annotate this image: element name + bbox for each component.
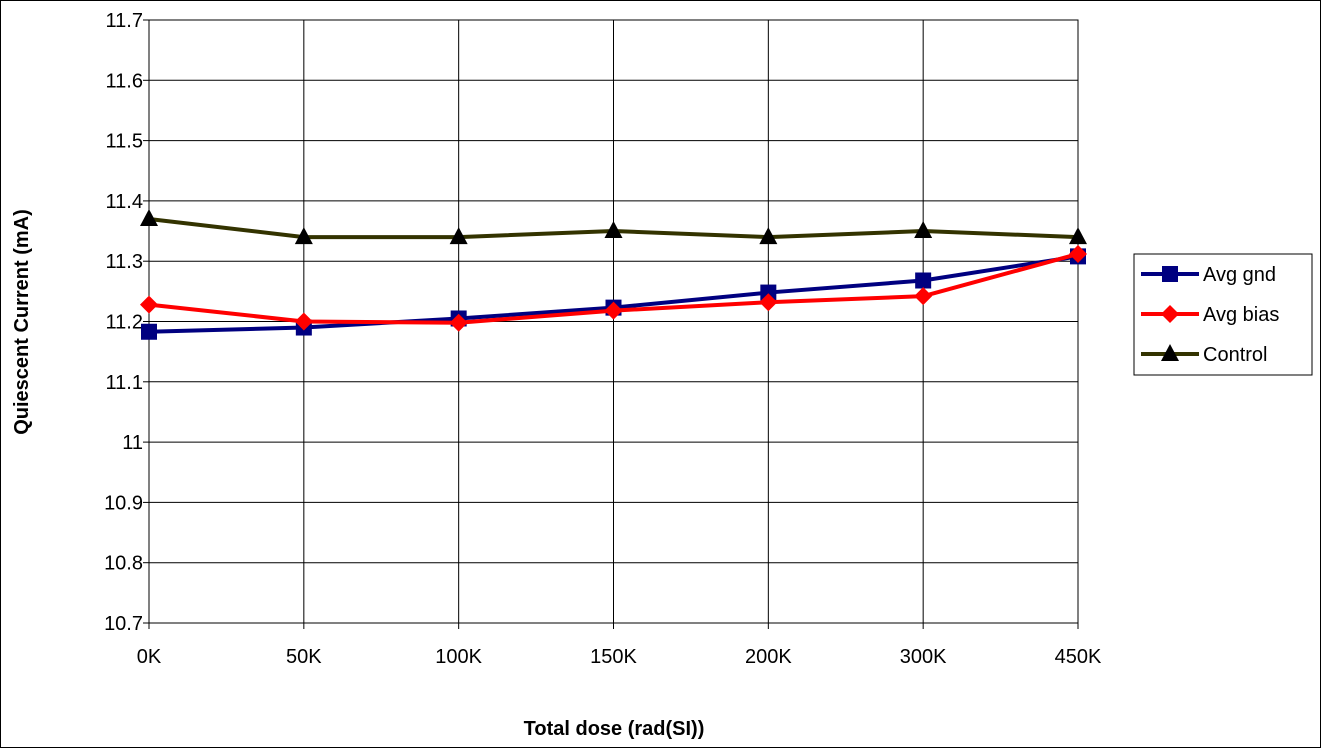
data-point [140, 208, 158, 226]
legend-label: Avg bias [1203, 304, 1279, 326]
data-point [759, 293, 778, 312]
data-point [294, 312, 313, 331]
data-point [1069, 244, 1087, 263]
y-tick-label: 11.1 [106, 372, 143, 394]
y-axis-title: Quiescent Current (mA) [11, 209, 33, 435]
legend: Avg gnd Avg bias Control [1133, 253, 1313, 376]
x-tick-label: 200K [745, 646, 792, 668]
y-tick-label: 10.8 [104, 553, 143, 575]
series-avg-bias [140, 244, 1087, 332]
data-point [294, 227, 313, 245]
legend-marker-icon [1162, 266, 1178, 282]
data-point [759, 227, 778, 245]
series-control [140, 208, 1087, 245]
data-point [915, 272, 932, 289]
x-tick-label: 50K [286, 646, 322, 668]
data-point [760, 284, 777, 301]
y-tick-label: 11.6 [106, 70, 143, 92]
data-point [141, 323, 157, 340]
series-group [140, 208, 1087, 340]
data-point [449, 313, 468, 332]
x-axis-ticks: 0K 50K 100K 150K 200K 300K 450K [137, 623, 1102, 668]
x-tick-label: 450K [1055, 646, 1102, 668]
y-tick-label: 11.7 [106, 10, 143, 32]
y-tick-label: 11.4 [106, 191, 143, 213]
y-tick-label: 11.2 [106, 312, 143, 334]
legend-items: Avg gnd Avg bias Control [1141, 264, 1279, 366]
data-point [1069, 227, 1087, 245]
y-tick-label: 11 [122, 432, 143, 454]
data-point [914, 287, 933, 306]
legend-marker-icon [1161, 305, 1179, 323]
data-point [914, 221, 933, 239]
data-point [449, 227, 468, 245]
x-axis-title: Total dose (rad(SI)) [524, 718, 705, 740]
legend-marker-icon [1161, 344, 1179, 361]
legend-label: Avg gnd [1203, 264, 1276, 286]
x-tick-label: 100K [435, 646, 482, 668]
x-tick-label: 150K [590, 646, 637, 668]
data-point [140, 295, 158, 314]
data-point [604, 301, 623, 320]
y-axis-ticks: 10.7 10.8 10.9 11 11.1 11.2 11.3 11.4 11.5 11.6 11… [104, 10, 149, 635]
legend-label: Control [1203, 344, 1267, 366]
y-tick-label: 10.7 [104, 613, 143, 635]
y-tick-label: 10.9 [104, 492, 143, 514]
x-tick-label: 0K [137, 646, 162, 668]
data-point [604, 221, 623, 239]
y-tick-label: 11.3 [106, 251, 143, 273]
x-tick-label: 300K [900, 646, 947, 668]
y-tick-label: 11.5 [106, 131, 143, 153]
